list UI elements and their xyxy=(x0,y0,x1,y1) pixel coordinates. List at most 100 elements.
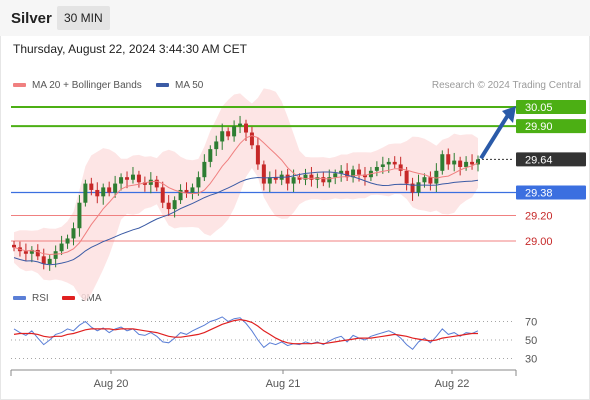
candle-body xyxy=(65,238,70,244)
rsi-ma-line xyxy=(13,318,478,345)
candle-body xyxy=(333,173,338,178)
candle-body xyxy=(410,183,415,193)
candle-body xyxy=(446,154,451,165)
candle-body xyxy=(470,161,475,165)
candle-body xyxy=(53,251,58,259)
candle-body xyxy=(190,187,195,193)
candle-body xyxy=(130,174,135,180)
candle-body xyxy=(249,132,254,146)
candle-body xyxy=(386,161,391,165)
resistance-label-box-1 xyxy=(516,119,586,134)
candle-body xyxy=(71,228,76,239)
candle-body xyxy=(321,177,326,183)
candle-body xyxy=(362,174,367,178)
candle-body xyxy=(47,258,52,264)
candle-body xyxy=(119,177,124,184)
candle-body xyxy=(452,160,457,165)
candle-body xyxy=(95,189,100,197)
forecast-arrow-head xyxy=(502,106,516,123)
research-credit: Research © 2024 Trading Central xyxy=(431,80,581,91)
current-label-box-2 xyxy=(516,152,586,167)
x-tick-label: Aug 21 xyxy=(266,378,301,390)
candle-body xyxy=(238,123,243,127)
candle-body xyxy=(154,179,159,188)
candle-body xyxy=(136,174,141,183)
candle-body xyxy=(89,183,94,190)
candle-body xyxy=(23,251,28,254)
resistance-label-1: 29.90 xyxy=(525,121,553,133)
candle-body xyxy=(297,177,302,180)
ma20-line xyxy=(13,135,479,256)
x-tick-label: Aug 20 xyxy=(94,378,129,390)
candle-body xyxy=(172,200,177,210)
candle-body xyxy=(125,177,130,180)
legend-9ma: 9MA xyxy=(62,293,102,304)
candle-body xyxy=(440,154,445,171)
legend-bollinger: MA 20 + Bollinger Bands xyxy=(13,80,142,91)
candle-body xyxy=(202,161,207,178)
legend-rsi: RSI xyxy=(13,293,49,304)
candle-body xyxy=(291,177,296,184)
candle-body xyxy=(464,161,469,167)
candle-body xyxy=(41,256,46,264)
candle-body xyxy=(404,170,409,184)
legend-bollinger-label: MA 20 + Bollinger Bands xyxy=(32,80,142,91)
resistance-label-box-0 xyxy=(516,100,586,114)
rsi-line xyxy=(13,316,479,350)
candle-body xyxy=(160,187,165,203)
candle-body xyxy=(434,170,439,184)
instrument-title: Silver xyxy=(11,10,52,27)
forecast-arrow-shaft xyxy=(479,113,510,160)
support-label-5: 29.00 xyxy=(525,236,553,248)
candle-body xyxy=(196,177,201,188)
candle-body xyxy=(178,189,183,201)
current-label-2: 29.64 xyxy=(525,154,553,166)
legend-rsi-label: RSI xyxy=(32,293,49,304)
candle-body xyxy=(339,170,344,174)
candle-body xyxy=(428,177,433,184)
candle-body xyxy=(416,182,421,193)
candle-body xyxy=(309,174,314,180)
rsi-tick-label: 70 xyxy=(525,317,537,329)
candle-body xyxy=(166,202,171,210)
candle-body xyxy=(12,244,16,248)
candle-body xyxy=(184,189,189,193)
candle-body xyxy=(255,145,260,165)
timeframe-button[interactable]: 30 MIN xyxy=(57,6,110,30)
candle-body xyxy=(83,183,88,203)
candle-body xyxy=(208,149,213,162)
pivot-label-3: 29.38 xyxy=(525,188,553,200)
header-bar: Silver 30 MIN xyxy=(0,0,590,36)
candle-body xyxy=(261,164,266,184)
legend-ma50-swatch xyxy=(156,83,169,88)
candle-body xyxy=(458,160,463,167)
candle-body xyxy=(303,174,308,180)
candle-body xyxy=(380,164,385,167)
support-label-4: 29.20 xyxy=(525,210,553,222)
candle-body xyxy=(357,169,362,175)
candle-body xyxy=(476,159,480,165)
rsi-tick-label: 50 xyxy=(525,335,537,347)
legend-9ma-label: 9MA xyxy=(81,293,102,304)
candle-body xyxy=(59,243,64,252)
candle-body xyxy=(107,187,112,193)
legend-ma50-label: MA 50 xyxy=(175,80,204,91)
candle-body xyxy=(327,177,332,183)
ma50-line xyxy=(13,171,479,266)
candle-body xyxy=(273,177,278,180)
candle-body xyxy=(77,202,82,229)
candle-body xyxy=(101,187,106,197)
legend-rsi-swatch xyxy=(13,296,26,301)
pivot-label-box-3 xyxy=(516,185,586,200)
candle-body xyxy=(267,177,272,184)
candle-body xyxy=(142,182,147,185)
legend-9ma-swatch xyxy=(62,296,75,301)
candle-body xyxy=(220,131,225,142)
datetime-label: Thursday, August 22, 2024 3:44:30 AM CET xyxy=(13,42,247,56)
candle-body xyxy=(232,126,237,137)
candle-body xyxy=(374,166,379,171)
candle-body xyxy=(244,123,248,133)
candle-body xyxy=(214,141,219,150)
legend-bollinger-swatch xyxy=(13,83,26,88)
